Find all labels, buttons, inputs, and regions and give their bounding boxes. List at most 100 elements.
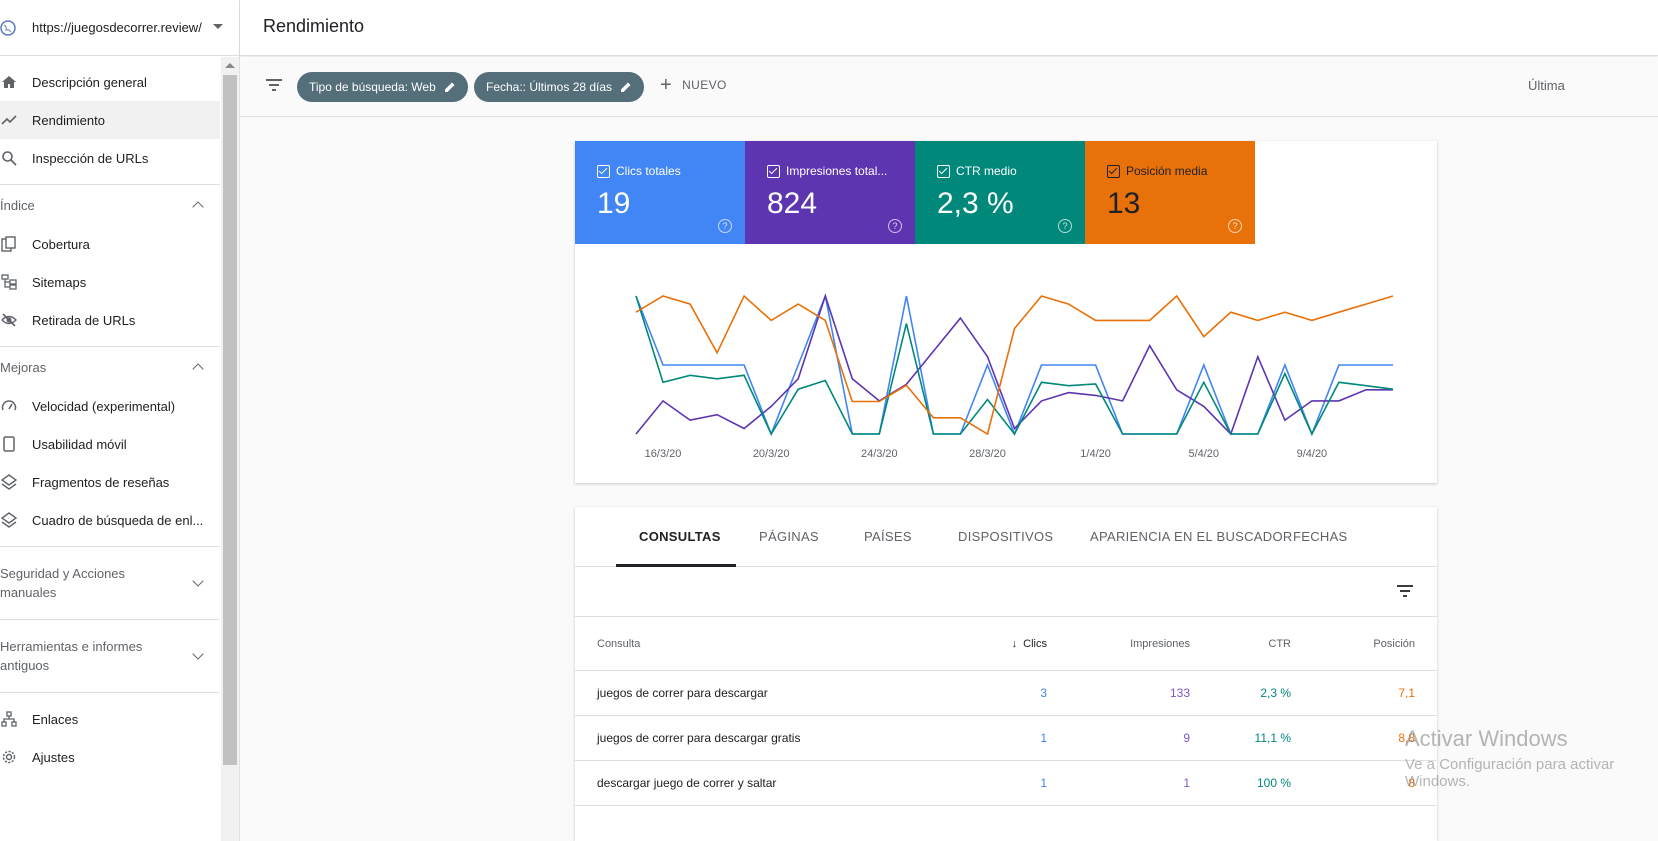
metric-impressions[interactable]: Impresiones total... 824 ? [745,141,915,244]
metric-position[interactable]: Posición media 13 ? [1085,141,1255,244]
nav-item-performance[interactable]: Rendimiento [0,101,220,139]
gear-icon [0,748,18,766]
x-tick-label: 20/3/20 [753,448,790,460]
table-row[interactable]: descargar juego de correr y saltar 1 1 1… [575,761,1437,806]
checkbox-icon [1107,164,1120,178]
nav-label: Usabilidad móvil [32,436,127,452]
section-legacy-header[interactable]: Herramientas e informes antiguos [0,620,220,692]
col-query[interactable]: Consulta [597,638,641,650]
nav-item-overview[interactable]: Descripción general [0,63,220,101]
filter-icon[interactable] [264,77,284,93]
cell-impressions: 1 [1183,776,1190,790]
tab-devices[interactable]: DISPOSITIVOS [958,529,1054,544]
nav-item-coverage[interactable]: Cobertura [0,225,220,263]
tab-countries[interactable]: PAÍSES [864,529,912,544]
search-type-chip[interactable]: Tipo de búsqueda: Web [297,72,468,102]
chip-label: Fecha:: Últimos 28 días [486,80,613,94]
page-title: Rendimiento [263,16,365,36]
nav-label: Inspección de URLs [32,150,149,166]
nav-label: Retirada de URLs [32,312,136,328]
nav-item-review-snippets[interactable]: Fragmentos de reseñas [0,463,220,501]
phone-icon [0,435,18,453]
home-icon [0,73,18,91]
filter-icon[interactable] [1396,584,1414,598]
metric-value: 824 [767,187,818,220]
sidebar-scrollbar[interactable] [221,57,239,841]
tab-queries[interactable]: CONSULTAS [639,529,721,544]
layers-icon [0,473,18,491]
chevron-down-icon[interactable] [213,24,223,29]
trending-up-icon [0,111,18,129]
new-filter-button[interactable]: + NUEVO [660,75,727,95]
last-updated-text: Última [1528,78,1565,93]
col-impressions[interactable]: Impresiones [1130,638,1190,650]
chevron-up-icon [192,201,204,213]
checkbox-icon [937,164,950,178]
nav-item-removals[interactable]: Retirada de URLs [0,301,220,339]
search-icon [0,149,18,167]
date-chip[interactable]: Fecha:: Últimos 28 días [474,72,645,102]
cell-impressions: 9 [1183,731,1190,745]
metric-label-text: CTR medio [956,164,1017,178]
section-index-header[interactable]: Índice [0,185,220,225]
tab-bar: CONSULTAS PÁGINAS PAÍSES DISPOSITIVOS AP… [575,507,1437,567]
metric-value: 19 [597,187,631,220]
copy-icon [0,235,18,253]
metric-label: Posición media [1107,164,1207,178]
table-row[interactable]: juegos de correr para descargar gratis 1… [575,716,1437,761]
nav-item-sitelinks-searchbox[interactable]: Cuadro de búsqueda de enl... [0,501,220,539]
series-line-impresiones [635,293,1393,436]
edit-icon [444,82,455,92]
tab-dates[interactable]: FECHAS [1293,529,1348,544]
nav-label: Enlaces [32,711,79,727]
chevron-down-icon [192,575,204,587]
nav-item-links[interactable]: Enlaces [0,700,220,738]
nav-item-sitemaps[interactable]: Sitemaps [0,263,220,301]
col-position[interactable]: Posición [1373,638,1415,650]
section-security-header[interactable]: Seguridad y Acciones manuales [0,547,220,619]
section-enhancements: Mejoras Velocidad (experimental) Usabili… [0,346,220,546]
checkbox-icon [767,164,780,178]
checkbox-icon [597,164,610,178]
col-clicks-label: Clics [1023,638,1047,650]
cell-ctr: 11,1 % [1254,731,1291,745]
help-icon[interactable]: ? [718,219,732,233]
scroll-up-arrow-icon[interactable] [225,63,235,68]
tab-search-appearance[interactable]: APARIENCIA EN EL BUSCADOR [1090,529,1293,544]
queries-table-card: CONSULTAS PÁGINAS PAÍSES DISPOSITIVOS AP… [575,507,1437,841]
chevron-up-icon [192,363,204,375]
cell-clicks: 1 [1040,776,1047,790]
help-icon[interactable]: ? [888,219,902,233]
nav-item-url-inspection[interactable]: Inspección de URLs [0,139,220,177]
metric-ctr[interactable]: CTR medio 2,3 % ? [915,141,1085,244]
windows-activation-watermark: Activar Windows Ve a Configuración para … [1405,726,1658,790]
x-tick-label: 28/3/20 [969,448,1006,460]
nav-item-settings[interactable]: Ajustes [0,738,220,776]
section-bottom: Enlaces Ajustes [0,692,220,776]
table-row[interactable]: juegos de correr para descargar 3 133 2,… [575,671,1437,716]
metric-value: 2,3 % [937,187,1014,220]
x-tick-label: 9/4/20 [1297,448,1328,460]
section-legacy-tools: Herramientas e informes antiguos [0,619,220,692]
cell-query: descargar juego de correr y saltar [597,776,777,790]
metric-label: Clics totales [597,164,681,178]
scrollbar-thumb[interactable] [223,75,237,765]
nav-label: Velocidad (experimental) [32,398,176,414]
metric-clicks[interactable]: Clics totales 19 ? [575,141,745,244]
help-icon[interactable]: ? [1228,219,1242,233]
nav-item-mobile-usability[interactable]: Usabilidad móvil [0,425,220,463]
top-bar: Rendimiento [240,0,1658,56]
cell-position: 8,8 [1398,731,1415,745]
section-enhancements-header[interactable]: Mejoras [0,347,220,387]
property-selector[interactable]: https://juegosdecorrer.review/ [0,0,239,56]
col-clicks[interactable]: ↓ Clics [1012,638,1047,650]
performance-chart[interactable]: 16/3/20 20/3/20 24/3/20 28/3/20 1/4/20 5/4/20… [575,244,1437,483]
nav-label: Rendimiento [32,112,105,128]
nav-label: Descripción general [32,74,147,90]
sitemap-icon [0,273,18,291]
help-icon[interactable]: ? [1058,219,1072,233]
nav-item-speed[interactable]: Velocidad (experimental) [0,387,220,425]
metric-value: 13 [1107,187,1141,220]
tab-pages[interactable]: PÁGINAS [759,529,819,544]
col-ctr[interactable]: CTR [1268,638,1291,650]
